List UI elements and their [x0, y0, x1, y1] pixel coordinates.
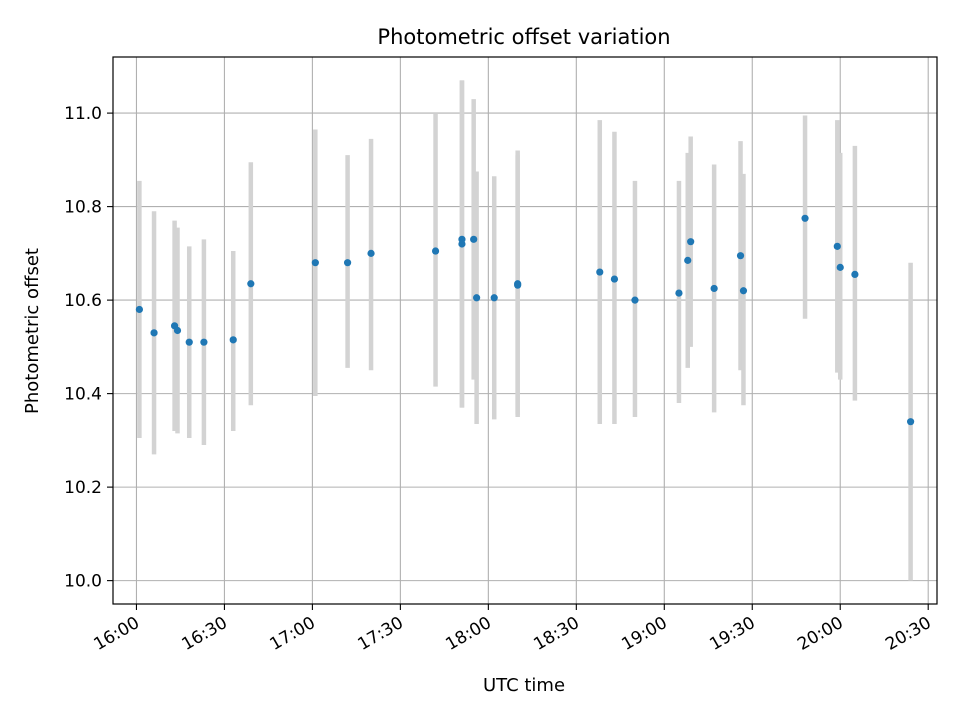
y-tick-label: 10.6	[64, 291, 102, 311]
data-point	[343, 259, 352, 267]
data-point	[367, 249, 375, 257]
y-axis-ticks: 10.0 10.2 10.4 10.6 10.8 11.0	[64, 104, 113, 592]
data-point	[801, 214, 809, 222]
grid-lines	[113, 57, 937, 604]
data-point	[185, 338, 193, 346]
y-tick-label: 10.8	[64, 198, 102, 218]
data-point	[150, 329, 158, 337]
data-point	[736, 252, 745, 260]
data-point	[687, 238, 695, 246]
data-point	[470, 235, 478, 243]
data-point	[514, 281, 522, 289]
data-point	[675, 289, 683, 297]
data-point	[631, 296, 639, 304]
data-point	[135, 305, 143, 314]
data-point	[907, 418, 915, 426]
data-point	[596, 268, 604, 276]
data-point	[247, 280, 255, 288]
data-point	[684, 256, 692, 264]
plot-area-frame	[112, 56, 938, 605]
data-point	[229, 336, 237, 344]
data-point	[311, 259, 319, 267]
data-point	[836, 263, 844, 271]
y-tick-label: 10.4	[64, 385, 102, 405]
data-point	[833, 242, 841, 250]
data-point	[739, 287, 748, 295]
y-tick-label: 10.0	[64, 572, 102, 592]
data-point	[473, 294, 481, 302]
y-tick-label: 11.0	[64, 104, 102, 124]
data-point	[490, 294, 498, 302]
data-point	[710, 284, 718, 293]
data-point	[458, 240, 466, 248]
y-tick-label: 10.2	[64, 478, 102, 498]
data-point	[851, 270, 859, 278]
data-point	[431, 247, 440, 255]
data-points	[135, 214, 915, 426]
data-point	[610, 275, 619, 283]
y-axis-title: Photometric offset	[22, 248, 43, 414]
x-axis-title: UTC time	[483, 675, 565, 696]
data-point	[200, 338, 208, 346]
data-point	[173, 326, 182, 335]
chart-title: Photometric offset variation	[377, 25, 670, 49]
